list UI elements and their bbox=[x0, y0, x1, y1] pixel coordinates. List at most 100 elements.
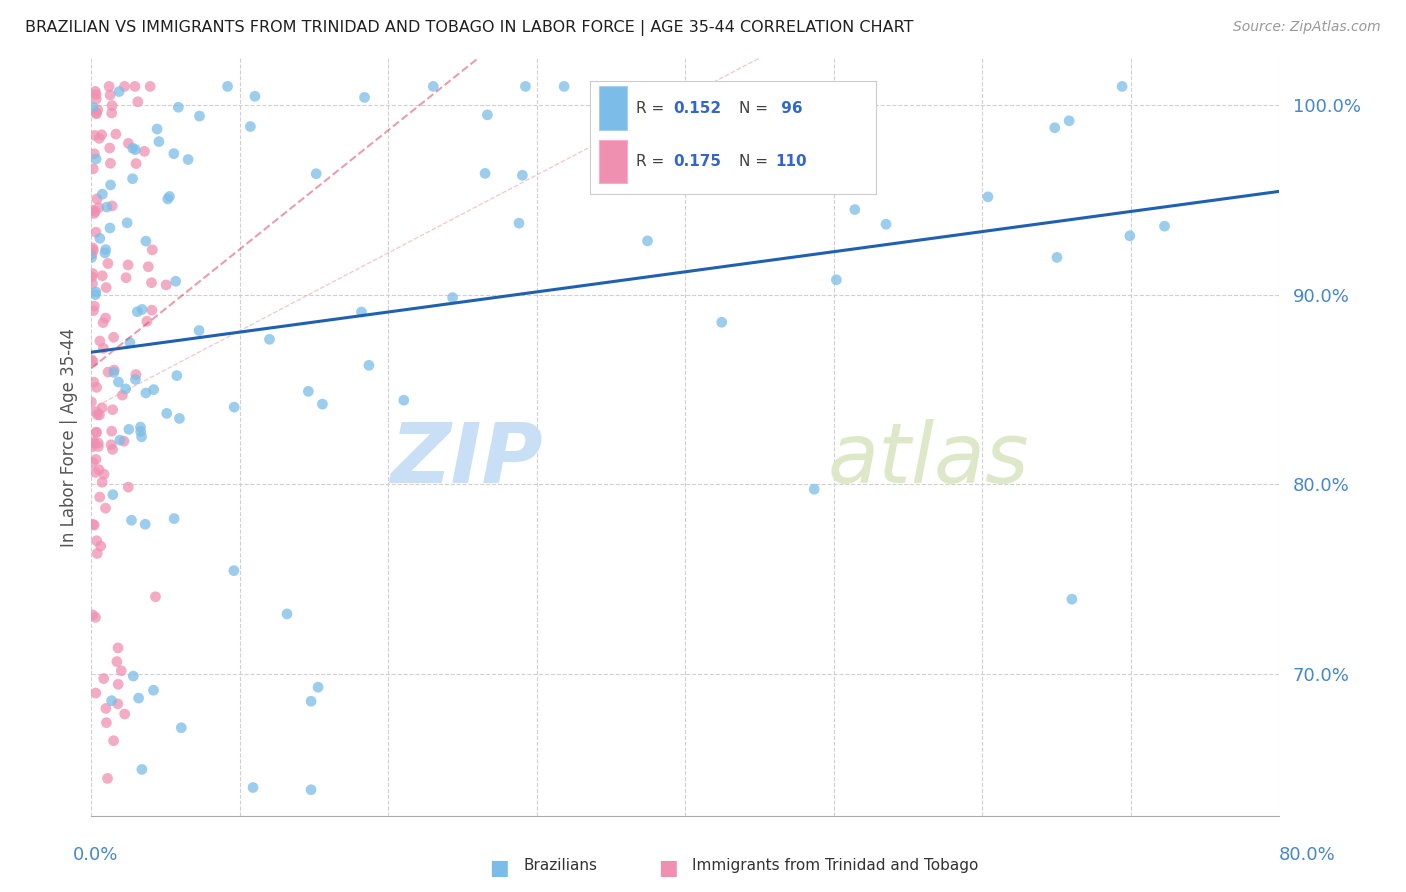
Point bbox=[80, 251, 103, 265]
Point bbox=[117, 136, 139, 151]
Point bbox=[82, 303, 104, 318]
Point bbox=[84, 452, 107, 467]
Point bbox=[311, 397, 333, 411]
Point bbox=[91, 187, 114, 202]
Point bbox=[110, 664, 132, 678]
Point bbox=[1111, 79, 1133, 94]
Text: Source: ZipAtlas.com: Source: ZipAtlas.com bbox=[1233, 20, 1381, 34]
Point bbox=[89, 408, 111, 422]
Point bbox=[156, 406, 179, 420]
Point bbox=[91, 401, 114, 415]
Point bbox=[159, 189, 181, 203]
Text: atlas: atlas bbox=[828, 419, 1029, 500]
Point bbox=[131, 302, 153, 317]
Point bbox=[89, 334, 111, 348]
Point bbox=[89, 490, 111, 504]
Point bbox=[217, 79, 239, 94]
Point bbox=[80, 247, 103, 261]
Point bbox=[114, 79, 136, 94]
Point bbox=[82, 100, 104, 114]
Point bbox=[243, 89, 266, 103]
Point bbox=[188, 324, 211, 338]
Point bbox=[441, 291, 464, 305]
Point bbox=[94, 701, 117, 715]
Point bbox=[129, 420, 152, 434]
Point bbox=[100, 156, 122, 170]
Point bbox=[124, 372, 146, 386]
Point bbox=[91, 316, 114, 330]
Point bbox=[84, 92, 107, 106]
Point bbox=[80, 395, 103, 409]
Point bbox=[177, 153, 200, 167]
Point bbox=[121, 513, 143, 527]
Point bbox=[142, 683, 165, 698]
Point bbox=[834, 79, 856, 94]
Point bbox=[299, 782, 322, 797]
Point bbox=[100, 438, 122, 452]
Point bbox=[115, 270, 138, 285]
Point bbox=[84, 686, 107, 700]
Point bbox=[121, 141, 143, 155]
Point bbox=[1119, 228, 1142, 243]
Point bbox=[87, 463, 110, 477]
Point bbox=[84, 105, 107, 120]
Point bbox=[86, 405, 108, 419]
Point bbox=[136, 260, 159, 274]
Point bbox=[1046, 251, 1069, 265]
Point bbox=[82, 455, 104, 469]
Point bbox=[422, 79, 444, 94]
Point bbox=[87, 440, 110, 454]
Point bbox=[97, 256, 120, 270]
Point bbox=[242, 780, 264, 795]
Point bbox=[163, 146, 186, 161]
Point bbox=[474, 166, 496, 180]
Point bbox=[114, 382, 136, 396]
Point bbox=[350, 305, 373, 319]
Point bbox=[515, 79, 537, 94]
Point bbox=[80, 352, 103, 367]
Point bbox=[94, 243, 117, 257]
Point bbox=[80, 440, 103, 454]
Point bbox=[124, 79, 146, 94]
Point bbox=[169, 411, 191, 425]
Point bbox=[82, 243, 104, 257]
Point bbox=[1153, 219, 1175, 234]
Point bbox=[89, 231, 111, 245]
Point bbox=[118, 335, 141, 350]
Point bbox=[108, 85, 131, 99]
Point bbox=[83, 206, 105, 220]
Point bbox=[82, 202, 104, 217]
Point bbox=[977, 190, 1000, 204]
Point bbox=[553, 79, 575, 94]
Point bbox=[170, 721, 193, 735]
Point bbox=[98, 79, 121, 94]
Point bbox=[86, 192, 108, 206]
Point bbox=[83, 299, 105, 313]
Point bbox=[139, 79, 162, 94]
Point bbox=[98, 221, 121, 235]
Point bbox=[107, 375, 129, 389]
Point bbox=[98, 141, 121, 155]
Point bbox=[93, 467, 115, 482]
Point bbox=[101, 488, 124, 502]
Text: BRAZILIAN VS IMMIGRANTS FROM TRINIDAD AND TOBAGO IN LABOR FORCE | AGE 35-44 CORR: BRAZILIAN VS IMMIGRANTS FROM TRINIDAD AN… bbox=[25, 20, 914, 36]
Point bbox=[128, 691, 150, 706]
Point bbox=[90, 539, 112, 553]
Point bbox=[101, 442, 124, 457]
Point bbox=[96, 200, 118, 214]
Point bbox=[188, 109, 211, 123]
Point bbox=[84, 87, 107, 102]
Point bbox=[96, 715, 118, 730]
Point bbox=[83, 518, 105, 533]
Point bbox=[91, 475, 114, 490]
Point bbox=[82, 241, 104, 255]
Point bbox=[83, 146, 105, 161]
Point bbox=[875, 217, 897, 231]
Point bbox=[100, 106, 122, 120]
Point bbox=[166, 368, 188, 383]
Point bbox=[825, 273, 848, 287]
Point bbox=[82, 517, 104, 532]
Point bbox=[86, 107, 108, 121]
Point bbox=[276, 607, 298, 621]
Point bbox=[145, 590, 167, 604]
